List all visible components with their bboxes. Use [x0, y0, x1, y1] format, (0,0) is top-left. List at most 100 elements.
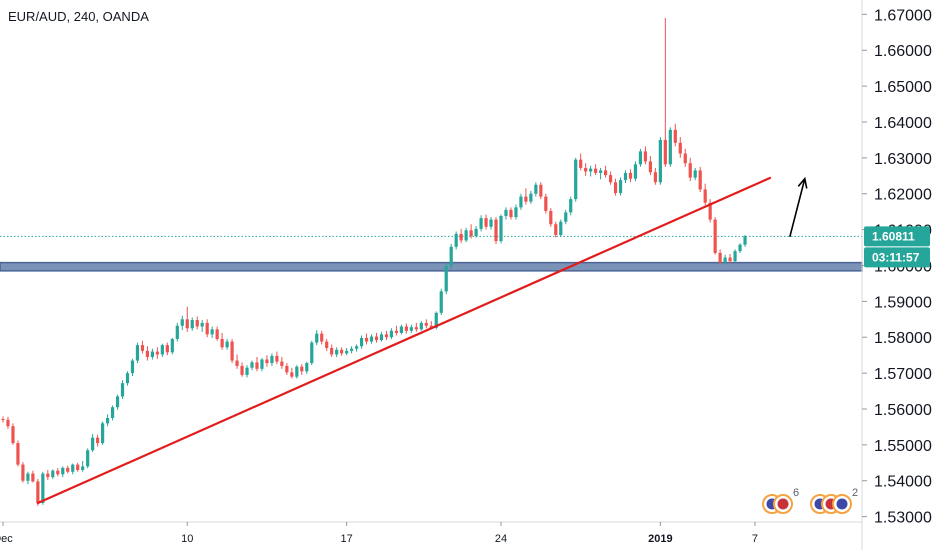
- candle-body: [738, 244, 742, 252]
- y-tick-label: 1.63000: [874, 151, 932, 168]
- candle-body: [305, 363, 309, 372]
- candle-body: [130, 360, 135, 374]
- candle-body: [81, 466, 85, 470]
- candle-body: [110, 407, 115, 418]
- candle-body: [364, 337, 369, 342]
- candle-body: [444, 266, 448, 292]
- y-tick-label: 1.64000: [874, 115, 932, 132]
- x-tick-label: 17: [340, 533, 352, 545]
- candle-body: [514, 207, 518, 218]
- candle-body: [429, 325, 433, 328]
- candle-body: [554, 224, 558, 235]
- candle-body: [663, 139, 667, 165]
- candle-body: [379, 334, 384, 341]
- candle-body: [195, 320, 199, 327]
- candle-body: [150, 351, 154, 357]
- candle-body: [275, 355, 279, 362]
- candle-body: [534, 184, 538, 194]
- candle-body: [454, 233, 458, 247]
- support-zone: [0, 261, 863, 272]
- candle-body: [479, 218, 483, 229]
- candle-body: [559, 221, 563, 235]
- candle-body: [101, 423, 105, 444]
- candle-body: [693, 170, 697, 178]
- candle-body: [354, 346, 359, 349]
- candle-body: [330, 348, 334, 355]
- candle-body: [369, 336, 374, 342]
- candle-body: [404, 326, 408, 331]
- candle-body: [41, 473, 45, 503]
- candle-body: [608, 175, 613, 183]
- candle-body: [509, 209, 513, 218]
- candle-body: [240, 365, 244, 375]
- candle-body: [529, 193, 533, 202]
- drawings-layer: [36, 176, 808, 505]
- candle-body: [335, 349, 339, 355]
- candle-body: [135, 345, 140, 361]
- candle-body: [434, 312, 438, 328]
- chart-title: EUR/AUD, 240, OANDA: [8, 9, 149, 24]
- candle-body: [61, 467, 65, 475]
- candle-body: [320, 333, 324, 342]
- candle-body: [723, 257, 727, 263]
- candle-body: [673, 129, 677, 143]
- y-tick-label: 1.59000: [874, 294, 932, 311]
- x-tick-label: Dec: [0, 533, 13, 545]
- candle-body: [125, 373, 130, 384]
- candle-body: [489, 219, 493, 227]
- candle-body: [16, 443, 20, 465]
- candle-body: [31, 473, 35, 482]
- y-tick-label: 1.55000: [874, 438, 932, 455]
- candle-body: [708, 202, 712, 220]
- countdown-label: 03:11:57: [872, 250, 920, 264]
- forecast-arrow-shaft: [789, 178, 806, 237]
- candle-body: [310, 342, 314, 364]
- candle-body: [394, 330, 399, 333]
- y-tick-label: 1.54000: [874, 474, 932, 491]
- candle-body: [120, 383, 125, 397]
- candle-body: [728, 257, 732, 262]
- candle-body: [76, 464, 80, 470]
- candle-body: [1, 419, 5, 421]
- forecast-arrow-head: [797, 176, 808, 189]
- candle-body: [524, 196, 528, 202]
- candle-body: [235, 360, 239, 366]
- candle-body: [225, 341, 229, 348]
- candle-body: [589, 168, 593, 172]
- candle-body: [190, 320, 194, 329]
- candle-body: [613, 182, 618, 194]
- candle-body: [300, 366, 304, 372]
- event-count-label: 6: [793, 487, 799, 499]
- candle-body: [399, 326, 403, 333]
- candle-body: [579, 159, 583, 168]
- candle-body: [683, 153, 687, 164]
- candle-body: [325, 341, 329, 348]
- candle-body: [345, 350, 349, 354]
- candle-body: [26, 473, 30, 481]
- candle-body: [215, 329, 219, 340]
- candle-body: [220, 339, 224, 348]
- candle-body: [648, 161, 652, 173]
- candle-body: [105, 417, 110, 424]
- candle-body: [474, 228, 478, 237]
- candle-body: [594, 168, 598, 173]
- candle-body: [384, 334, 389, 338]
- candle-body: [449, 246, 453, 267]
- candle-body: [21, 464, 25, 481]
- candle-body: [743, 236, 747, 245]
- last-price-label: 1.60811: [872, 229, 915, 243]
- candle-body: [374, 336, 379, 341]
- candle-body: [270, 355, 274, 364]
- candle-body: [419, 322, 423, 330]
- y-tick-label: 1.57000: [874, 366, 932, 383]
- candle-body: [484, 218, 488, 227]
- candle-body: [718, 252, 722, 263]
- candle-body: [643, 151, 648, 162]
- x-tick-label: 24: [495, 533, 507, 545]
- candle-body: [280, 361, 284, 366]
- x-tick-label: 2019: [648, 533, 672, 545]
- y-tick-label: 1.53000: [874, 510, 932, 527]
